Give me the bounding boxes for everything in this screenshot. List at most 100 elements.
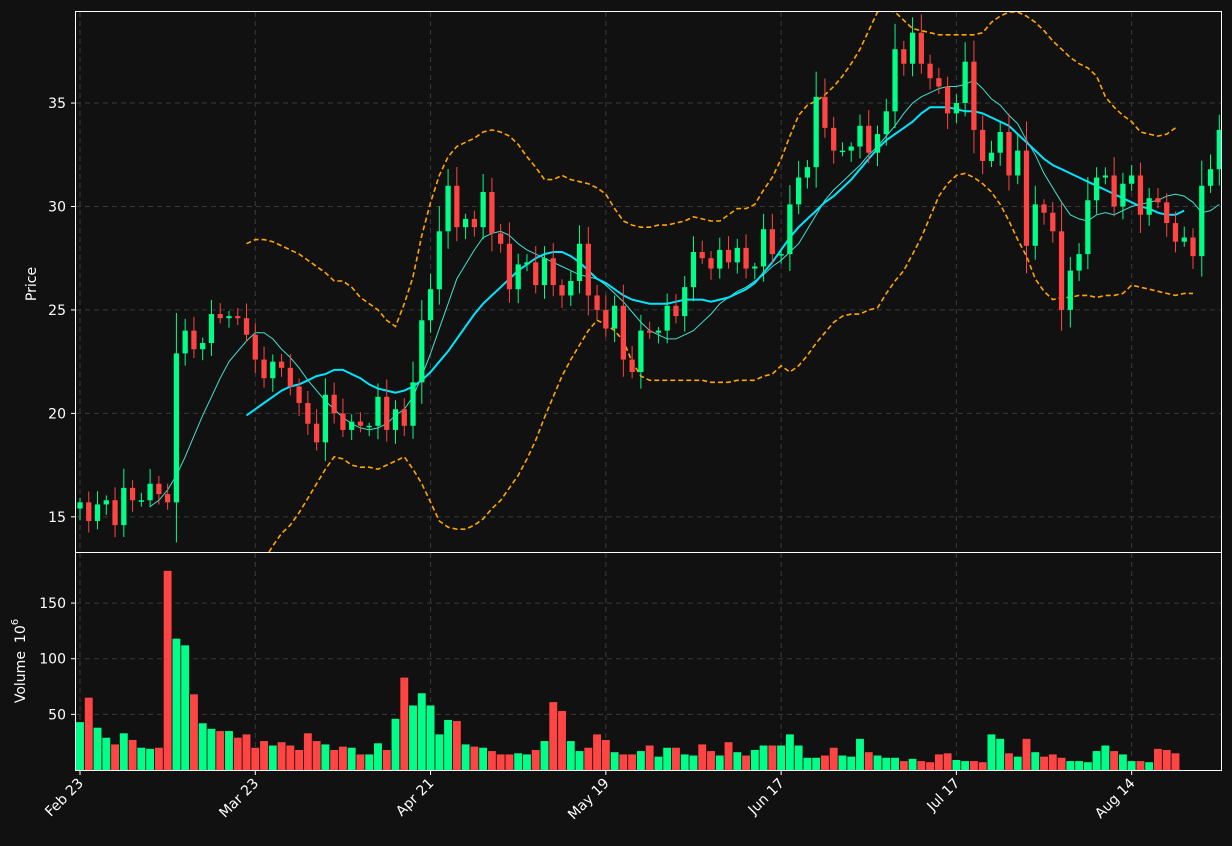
volume-bar: [610, 752, 619, 770]
candle-body: [436, 231, 442, 290]
volume-bar: [707, 751, 715, 770]
volume-bar: [978, 762, 987, 770]
candle-body: [804, 167, 811, 178]
candle-body: [980, 129, 986, 161]
candle-body: [1129, 175, 1135, 184]
volume-bar: [1075, 761, 1084, 770]
price-tick-label: 35: [48, 96, 66, 112]
price-y-ticks: 15 20 25 30 35: [48, 96, 76, 526]
volume-bar: [829, 747, 838, 770]
price-tick-label: 25: [48, 303, 66, 319]
volume-bar: [1162, 749, 1171, 770]
volume-bar: [575, 751, 584, 770]
candle-body: [664, 305, 670, 331]
candle-body: [1102, 175, 1109, 178]
candle-body: [971, 61, 977, 130]
volume-bar: [523, 754, 531, 770]
volume-bar: [961, 761, 970, 770]
candle-body: [839, 150, 846, 153]
volume-bar: [391, 718, 400, 770]
candle-body: [1207, 169, 1214, 186]
candle-body: [874, 134, 881, 153]
volume-bar: [891, 757, 899, 770]
candle-body: [1120, 183, 1126, 207]
sma-fast-line: [149, 79, 1220, 507]
candle-body: [550, 258, 556, 286]
volume-bar: [128, 739, 137, 770]
volume-bar: [1127, 761, 1136, 770]
candle-body: [94, 504, 101, 521]
volume-bar: [540, 741, 549, 770]
volume-bar: [146, 748, 155, 770]
volume-bar: [1083, 762, 1092, 770]
volume-bar: [873, 755, 882, 770]
price-tick-label: 20: [48, 406, 66, 422]
volume-bar: [908, 758, 917, 770]
candle-body: [86, 502, 92, 521]
candle-body: [287, 367, 293, 387]
volume-bar: [680, 754, 689, 770]
volume-bar: [417, 693, 426, 770]
candle-body: [1085, 200, 1091, 255]
volume-bars: [76, 570, 1180, 770]
candle-body: [857, 125, 863, 147]
candle-body: [927, 63, 933, 79]
candle-body: [1172, 223, 1179, 242]
candle-body: [392, 409, 399, 430]
volume-bar: [663, 747, 672, 770]
volume-bar: [426, 705, 435, 770]
candle-body: [103, 500, 109, 505]
candle-body: [1216, 129, 1222, 170]
candle-body: [629, 359, 635, 372]
candle-body: [1164, 202, 1170, 224]
volume-bar: [321, 744, 330, 770]
price-grid: [76, 12, 1221, 552]
candle-body: [962, 61, 968, 104]
volume-bar: [286, 745, 295, 770]
volume-bar: [295, 749, 304, 770]
candle-body: [138, 500, 144, 502]
volume-bar: [137, 747, 146, 770]
candle-body: [769, 229, 775, 255]
candle-body: [270, 361, 276, 379]
volume-bar: [593, 734, 602, 770]
candle-body: [1058, 231, 1065, 310]
candle-body: [638, 330, 644, 372]
candle-body: [1067, 270, 1073, 310]
volume-bar: [356, 754, 365, 770]
volume-axis-label-text: Volume: [13, 651, 29, 703]
candle-body: [427, 289, 434, 321]
candle-body: [480, 192, 486, 228]
volume-bar: [996, 738, 1005, 770]
volume-grid: [76, 553, 1221, 770]
candle-body: [892, 49, 898, 112]
candle-body: [734, 247, 740, 263]
candle-body: [1190, 237, 1196, 257]
volume-bar: [479, 747, 488, 770]
volume-tick-label: 50: [48, 707, 66, 723]
volume-bar: [382, 749, 391, 770]
candle-body: [235, 316, 241, 319]
volume-bar: [558, 711, 566, 770]
volume-bar: [742, 755, 750, 770]
candle-body: [568, 280, 574, 296]
volume-bar: [409, 705, 417, 770]
volume-bar: [1031, 752, 1040, 770]
candle-body: [121, 487, 127, 526]
candle-body: [156, 483, 162, 495]
candle-body: [200, 343, 206, 350]
volume-bar: [899, 761, 908, 770]
volume-bar: [260, 741, 268, 770]
candle-body: [515, 264, 521, 290]
volume-bar: [1057, 757, 1066, 770]
volume-bar: [452, 721, 461, 770]
candle-body: [541, 258, 548, 286]
candle-body: [708, 258, 714, 269]
candle-body: [848, 146, 854, 151]
volume-bar: [374, 743, 382, 770]
candle-body: [1146, 198, 1152, 215]
volume-bar: [400, 677, 409, 770]
volume-bar: [514, 753, 523, 770]
candle-body: [822, 96, 828, 128]
